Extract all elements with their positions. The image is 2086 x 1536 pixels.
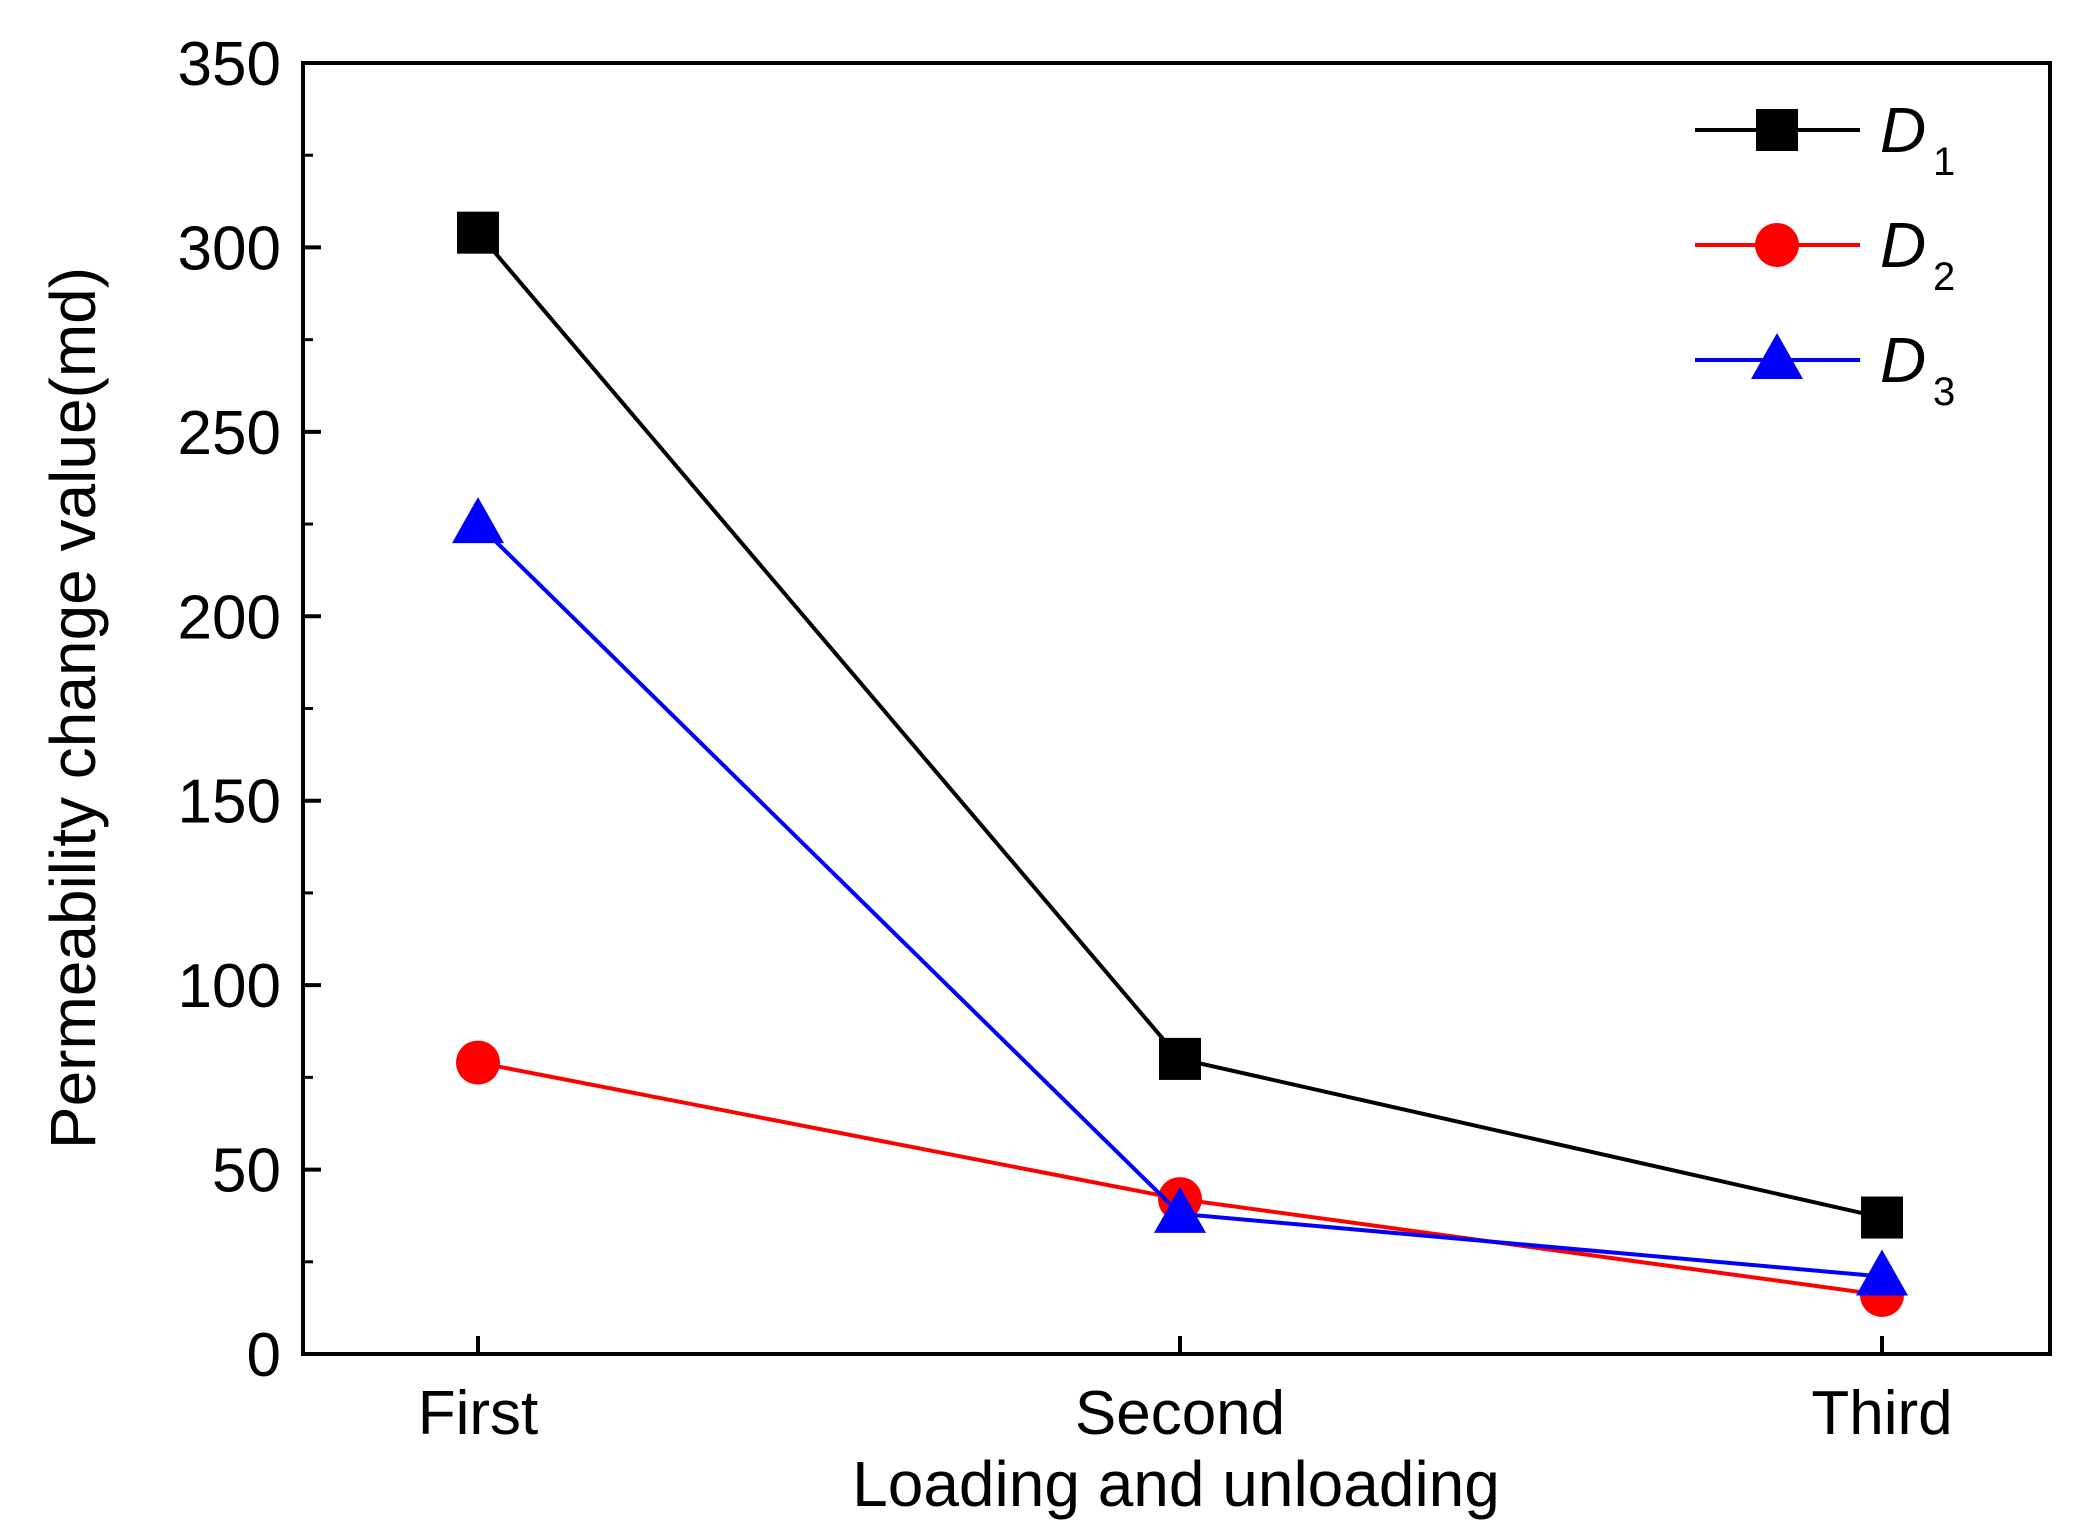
series-D2 xyxy=(456,1040,1904,1317)
data-point xyxy=(452,497,504,544)
legend-subscript: 1 xyxy=(1933,140,1955,184)
y-tick-label: 0 xyxy=(247,1321,281,1390)
series-line xyxy=(476,522,1883,1279)
legend-marker xyxy=(1751,333,1803,379)
y-tick-label: 300 xyxy=(178,214,281,283)
legend-label: D xyxy=(1880,209,1926,281)
series-D1 xyxy=(457,211,1903,1239)
series-D3 xyxy=(452,497,1908,1296)
axis-ticks: 0 50 100 150 200 250 300 350 First Second Third xyxy=(178,30,1953,1448)
legend-marker xyxy=(1756,109,1798,151)
legend-label: D xyxy=(1880,94,1926,166)
legend-subscript: 2 xyxy=(1933,255,1955,299)
data-point xyxy=(1861,1196,1903,1239)
y-axis-title: Permeability change value(md) xyxy=(37,267,109,1149)
series-layer xyxy=(452,211,1908,1317)
x-tick-label: Third xyxy=(1811,1379,1952,1448)
y-tick-label: 100 xyxy=(178,952,281,1021)
y-tick-label: 250 xyxy=(178,399,281,468)
data-point xyxy=(1856,1249,1908,1296)
y-tick-label: 200 xyxy=(178,583,281,652)
data-point xyxy=(456,1040,500,1085)
x-axis-title: Loading and unloading xyxy=(852,1448,1500,1520)
data-point xyxy=(457,211,499,254)
y-tick-label: 350 xyxy=(178,30,281,99)
legend-subscript: 3 xyxy=(1933,370,1955,414)
legend: D 1D 2D 3 xyxy=(1695,94,1955,414)
data-point xyxy=(1154,1186,1206,1233)
x-tick-label: Second xyxy=(1075,1379,1285,1448)
x-tick-label: First xyxy=(418,1379,539,1448)
legend-marker xyxy=(1755,223,1799,267)
y-tick-label: 50 xyxy=(212,1137,281,1206)
data-point xyxy=(1159,1037,1201,1080)
legend-label: D xyxy=(1880,324,1926,396)
y-tick-label: 150 xyxy=(178,768,281,837)
